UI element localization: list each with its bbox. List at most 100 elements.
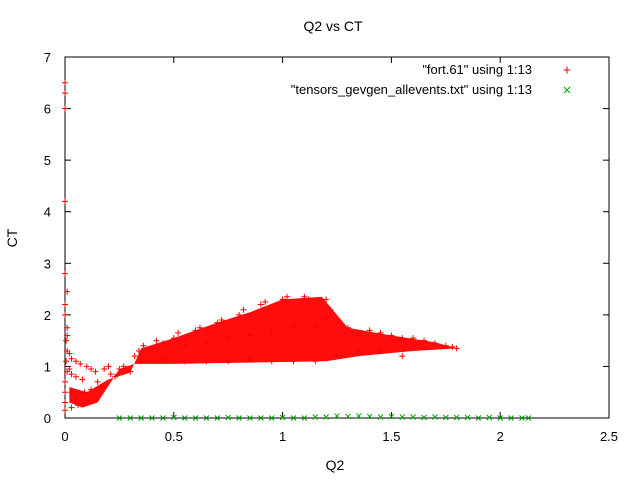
data-point <box>63 337 70 344</box>
y-axis-title: CT <box>4 228 20 247</box>
data-point <box>312 414 319 420</box>
data-point <box>225 335 232 342</box>
data-point <box>334 319 340 326</box>
data-point <box>377 347 384 354</box>
data-point <box>181 415 188 421</box>
data-point <box>334 413 340 419</box>
data-point <box>442 342 449 349</box>
data-point <box>66 366 73 373</box>
data-point <box>94 378 101 385</box>
data-point <box>149 345 156 352</box>
data-point <box>64 288 71 295</box>
data-point <box>246 355 253 362</box>
data-point <box>236 415 242 421</box>
y-tick-label: 2 <box>44 308 51 323</box>
data-point <box>283 293 290 300</box>
data-point <box>120 363 127 370</box>
data-point <box>192 415 199 421</box>
data-point <box>203 415 210 421</box>
data-point <box>79 376 86 383</box>
data-point <box>112 373 119 380</box>
data-point <box>140 342 147 349</box>
data-point <box>475 415 482 421</box>
data-point <box>268 415 275 421</box>
data-point <box>175 329 182 336</box>
data-point <box>377 329 384 336</box>
y-tick-label: 4 <box>44 205 51 220</box>
data-point <box>305 296 312 303</box>
data-point <box>214 319 221 326</box>
data-point <box>62 105 68 112</box>
data-point <box>62 407 68 414</box>
data-point <box>334 353 340 360</box>
data-point <box>116 366 123 373</box>
data-point <box>349 329 356 336</box>
data-point <box>268 358 275 365</box>
data-point <box>345 413 351 420</box>
data-point <box>355 413 362 419</box>
data-point <box>160 415 166 421</box>
y-tick-label: 1 <box>44 359 51 374</box>
data-point <box>62 378 68 385</box>
data-point <box>268 327 275 334</box>
data-point <box>246 332 253 339</box>
legend: "fort.61" using 1:13 "tensors_gevgen_alle… <box>291 62 571 97</box>
data-point <box>312 322 319 329</box>
x-tick-label: 0.5 <box>165 429 183 444</box>
data-point <box>116 415 123 421</box>
data-point <box>68 404 75 411</box>
data-point <box>203 358 210 365</box>
data-point <box>101 366 108 373</box>
y-tick-label: 3 <box>44 256 51 271</box>
data-point <box>138 358 145 365</box>
data-point <box>431 340 438 347</box>
series-tensors <box>116 413 532 421</box>
data-point <box>88 386 95 393</box>
data-point <box>62 270 68 277</box>
data-point <box>410 414 417 420</box>
series-fort61 <box>62 79 460 414</box>
data-point <box>323 414 329 420</box>
data-point <box>399 335 406 342</box>
data-point <box>257 415 264 421</box>
data-point <box>236 311 243 318</box>
data-point <box>68 389 75 396</box>
data-point <box>72 394 79 401</box>
data-point <box>464 414 471 421</box>
data-point <box>159 340 166 347</box>
data-point <box>131 353 138 360</box>
y-tick-label: 7 <box>44 50 51 65</box>
data-point <box>203 340 210 347</box>
data-point <box>449 343 456 350</box>
data-point <box>410 335 417 342</box>
data-point <box>301 293 308 300</box>
data-point <box>63 358 70 365</box>
data-point <box>88 366 95 373</box>
data-point <box>62 389 68 396</box>
data-point <box>279 296 286 303</box>
data-point <box>62 301 68 308</box>
data-point <box>344 324 351 331</box>
data-point <box>127 415 134 421</box>
data-point <box>153 337 160 344</box>
x-axis-title: Q2 <box>326 457 345 473</box>
y-tick-label: 5 <box>44 153 51 168</box>
data-point <box>327 306 334 313</box>
data-point <box>486 414 493 421</box>
data-point <box>388 332 395 339</box>
series-fort61-density <box>69 296 457 408</box>
data-point <box>519 415 525 421</box>
legend-marker <box>563 66 571 74</box>
data-point <box>290 358 297 365</box>
x-tick-label: 1.5 <box>382 429 400 444</box>
data-point <box>290 322 297 329</box>
data-point <box>83 363 90 370</box>
data-point <box>218 317 225 324</box>
data-point <box>68 355 75 362</box>
data-point <box>366 413 373 420</box>
data-point <box>170 414 177 421</box>
data-point <box>240 306 247 313</box>
data-point <box>66 350 73 357</box>
plot-border <box>64 56 610 419</box>
